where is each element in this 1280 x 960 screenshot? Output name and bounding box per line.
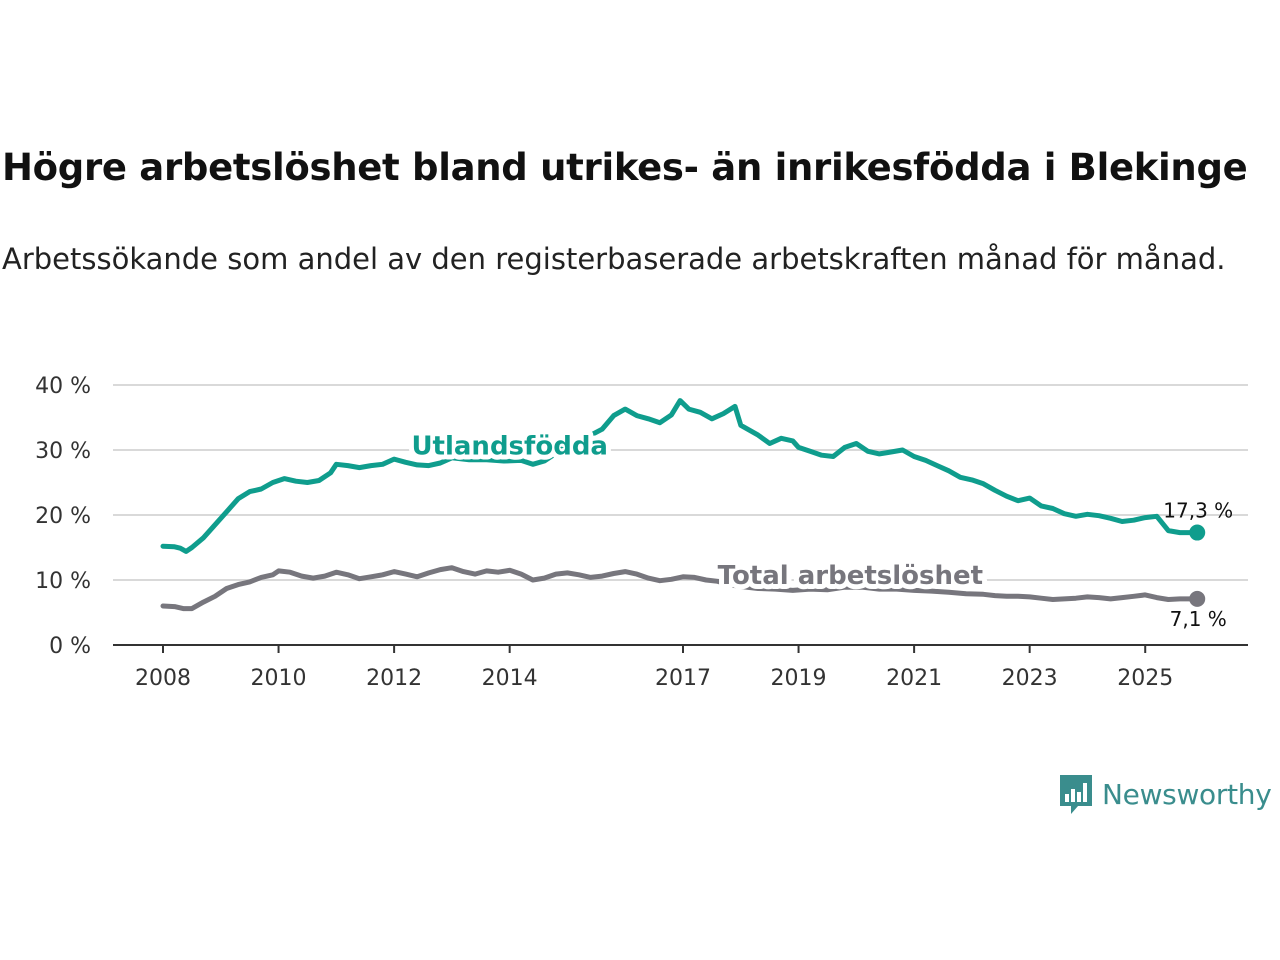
y-tick-label: 10 % bbox=[35, 569, 91, 594]
series-label: Utlandsfödda bbox=[411, 432, 608, 462]
series-endpoint bbox=[1189, 590, 1206, 607]
end-value-label: 17,3 % bbox=[1163, 499, 1233, 523]
x-tick-label: 2008 bbox=[135, 666, 191, 691]
y-tick-label: 0 % bbox=[49, 634, 91, 659]
x-tick-label: 2019 bbox=[771, 666, 827, 691]
newsworthy-logo-icon bbox=[1060, 775, 1092, 814]
series-line-total bbox=[160, 565, 1200, 612]
newsworthy-brand: Newsworthy bbox=[1058, 772, 1272, 816]
y-tick-label: 20 % bbox=[35, 504, 91, 529]
series-labels: 17,3 % Utlandsfödda 7,1 % Total arbetslöshe… bbox=[406, 427, 1233, 631]
x-tick-label: 2010 bbox=[251, 666, 307, 691]
x-tick-label: 2021 bbox=[886, 666, 942, 691]
series-label: Total arbetslöshet bbox=[718, 561, 983, 591]
x-tick-label: 2012 bbox=[366, 666, 422, 691]
x-tick-label: 2017 bbox=[655, 666, 711, 691]
series-endpoint bbox=[1189, 524, 1206, 541]
chart-title: Högre arbetslöshet bland utrikes- än inr… bbox=[2, 146, 1248, 189]
chart-subtitle: Arbetssökande som andel av den registerb… bbox=[2, 242, 1226, 276]
y-tick-label: 40 % bbox=[35, 374, 91, 399]
x-tick-label: 2014 bbox=[482, 666, 538, 691]
y-tick-label: 30 % bbox=[35, 439, 91, 464]
line-chart: 0 % 10 % 20 % 30 % 40 % 2008 2010 2012 2014 2017… bbox=[35, 374, 1248, 691]
end-value-label: 7,1 % bbox=[1170, 607, 1227, 631]
x-tick-label: 2023 bbox=[1002, 666, 1058, 691]
series-lines bbox=[160, 398, 1206, 612]
series-line-utlandsfodda bbox=[160, 398, 1200, 554]
x-tick-label: 2025 bbox=[1117, 666, 1173, 691]
x-axis: 2008 2010 2012 2014 2017 2019 2021 2023 2025 bbox=[113, 644, 1248, 691]
brand-name: Newsworthy bbox=[1102, 777, 1272, 811]
gridlines: 0 % 10 % 20 % 30 % 40 % bbox=[35, 374, 1248, 659]
